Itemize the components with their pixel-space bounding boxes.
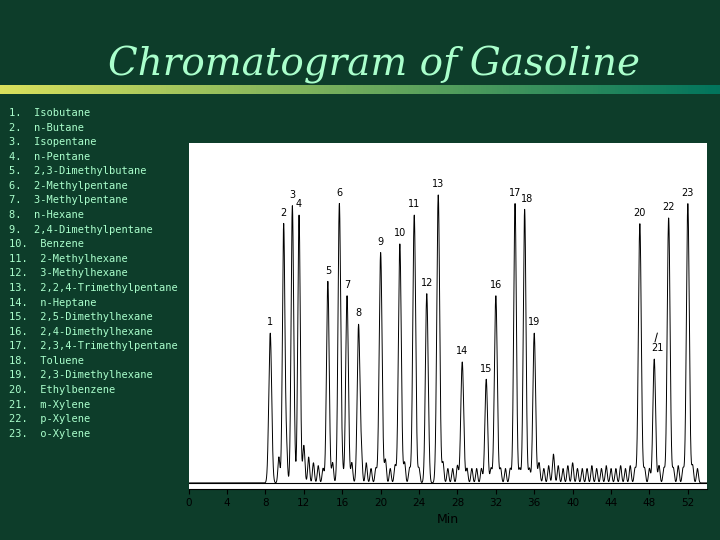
Text: 9.  2,4-Dimethylpentane: 9. 2,4-Dimethylpentane xyxy=(9,225,153,235)
Text: 20: 20 xyxy=(634,208,646,218)
Text: 12.  3-Methylhexane: 12. 3-Methylhexane xyxy=(9,268,127,279)
Text: 3.  Isopentane: 3. Isopentane xyxy=(9,137,96,147)
Text: 7.  3-Methylpentane: 7. 3-Methylpentane xyxy=(9,195,127,206)
Text: 6: 6 xyxy=(336,188,343,198)
Text: 16: 16 xyxy=(490,280,502,290)
Text: 9: 9 xyxy=(377,237,384,247)
Text: 13.  2,2,4-Trimethylpentane: 13. 2,2,4-Trimethylpentane xyxy=(9,283,177,293)
Text: 20.  Ethylbenzene: 20. Ethylbenzene xyxy=(9,385,115,395)
Text: Chromatogram of Gasoline: Chromatogram of Gasoline xyxy=(109,46,640,84)
Text: 5.  2,3-Dimethylbutane: 5. 2,3-Dimethylbutane xyxy=(9,166,146,177)
Text: 22: 22 xyxy=(662,202,675,212)
Text: 4.  n-Pentane: 4. n-Pentane xyxy=(9,152,90,162)
Text: 7: 7 xyxy=(344,280,350,290)
Text: 4: 4 xyxy=(296,199,302,210)
Text: 14: 14 xyxy=(456,346,469,356)
Text: 17: 17 xyxy=(509,188,521,198)
Text: 18: 18 xyxy=(521,194,534,204)
Text: 6.  2-Methylpentane: 6. 2-Methylpentane xyxy=(9,181,127,191)
Text: 19.  2,3-Dimethylhexane: 19. 2,3-Dimethylhexane xyxy=(9,370,153,381)
Text: 2: 2 xyxy=(281,207,287,218)
Text: 11: 11 xyxy=(408,199,420,210)
Text: 18.  Toluene: 18. Toluene xyxy=(9,356,84,366)
Text: 8.  n-Hexane: 8. n-Hexane xyxy=(9,210,84,220)
Text: 15: 15 xyxy=(480,363,492,374)
Text: 13: 13 xyxy=(432,179,444,189)
X-axis label: Min: Min xyxy=(437,512,459,525)
Text: 10.  Benzene: 10. Benzene xyxy=(9,239,84,249)
Text: 1: 1 xyxy=(267,318,274,327)
Text: 15.  2,5-Dimethylhexane: 15. 2,5-Dimethylhexane xyxy=(9,312,153,322)
Text: 2.  n-Butane: 2. n-Butane xyxy=(9,123,84,133)
Text: 16.  2,4-Dimethylhexane: 16. 2,4-Dimethylhexane xyxy=(9,327,153,337)
Text: 3: 3 xyxy=(289,190,295,200)
Text: 19: 19 xyxy=(528,318,540,327)
Text: 10: 10 xyxy=(394,228,406,238)
Text: 21.  m-Xylene: 21. m-Xylene xyxy=(9,400,90,410)
Text: 23: 23 xyxy=(682,188,694,198)
Text: 1.  Isobutane: 1. Isobutane xyxy=(9,108,90,118)
Text: 23.  o-Xylene: 23. o-Xylene xyxy=(9,429,90,439)
Text: 22.  p-Xylene: 22. p-Xylene xyxy=(9,414,90,424)
Text: 12: 12 xyxy=(420,278,433,288)
Text: 14.  n-Heptane: 14. n-Heptane xyxy=(9,298,96,308)
Text: 17.  2,3,4-Trimethylpentane: 17. 2,3,4-Trimethylpentane xyxy=(9,341,177,352)
Text: 11.  2-Methylhexane: 11. 2-Methylhexane xyxy=(9,254,127,264)
Text: 21: 21 xyxy=(651,343,663,353)
Text: 8: 8 xyxy=(356,308,361,319)
Text: 5: 5 xyxy=(325,266,331,275)
